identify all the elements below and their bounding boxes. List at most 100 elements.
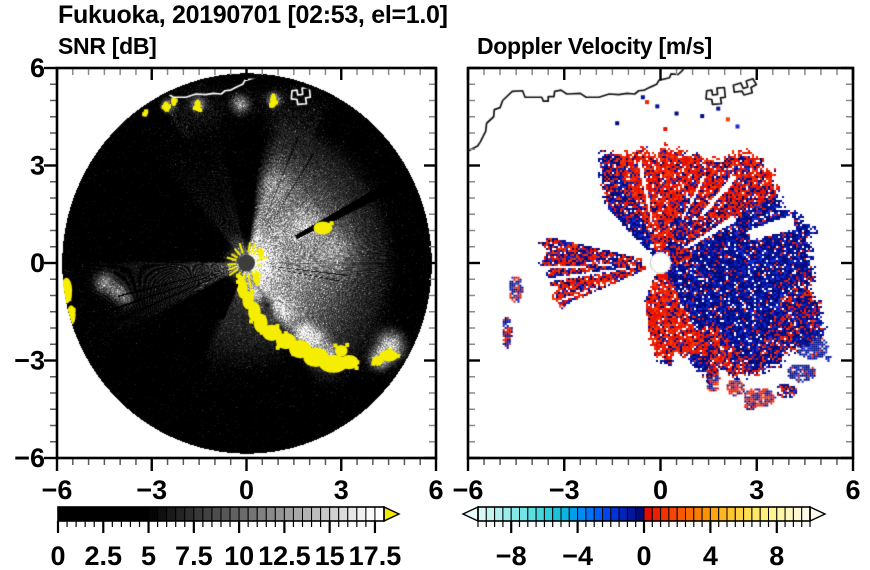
y-tick-label: 3 [30,151,45,181]
tick-group [466,66,855,471]
x-tick-label: 0 [653,475,668,505]
doppler-colorbar-cell [577,506,587,522]
snr-colorbar-cell [111,506,122,522]
doppler-colorbar-cell [726,506,736,522]
doppler-colorbar-cell [751,506,761,522]
doppler-colorbar-cell [784,506,794,522]
doppler-colorbar-cell [502,506,512,522]
doppler-colorbar-cell [510,506,521,522]
snr-colorbar-cell [139,506,150,522]
doppler-colorbar-cell [693,506,703,522]
snr-colorbar-cell [311,506,322,522]
doppler-colorbar-cell [668,506,678,522]
snr-panel-title: SNR [dB] [58,33,157,59]
doppler-colorbar-cell [759,506,770,522]
figure-title: Fukuoka, 20190701 [02:53, el=1.0] [58,1,448,29]
doppler-colorbar-label: 0 [636,541,651,570]
doppler-colorbar-cell [792,506,803,522]
snr-colorbar-cell [274,506,285,522]
snr-colorbar-cell [338,506,349,522]
doppler-colorbar-cell [602,506,612,522]
snr-colorbar-cell [120,506,131,522]
doppler-colorbar-cell [643,506,653,522]
snr-colorbar-cell [347,506,358,522]
snr-colorbar-cell [57,506,68,522]
x-tick-label: −6 [42,475,73,505]
doppler-colorbar-cell [768,506,778,522]
doppler-colorbar-cell [676,506,687,522]
doppler-colorbar-label: 8 [769,541,784,570]
doppler-colorbar-cell [568,506,579,522]
doppler-colorbar-cell [552,506,562,522]
doppler-colorbar-cell [743,506,753,522]
snr-colorbar-cell [247,506,258,522]
doppler-colorbar-cell [519,506,529,522]
doppler-colorbar-cell [527,506,537,522]
snr-colorbar-cell [265,506,276,522]
doppler-colorbar-label: −4 [562,541,593,570]
doppler-colorbar-cell [477,506,487,522]
snr-colorbar-cell [256,506,267,522]
snr-colorbar-cell [365,506,376,522]
snr-colorbar-cell [166,506,177,522]
snr-colorbar-cell [320,506,331,522]
snr-colorbar-cell [175,506,186,522]
snr-colorbar-cell [193,506,204,522]
doppler-colorbar-cell [485,506,496,522]
snr-colorbar-label: 2.5 [85,541,123,570]
x-tick-label: 3 [749,475,764,505]
x-tick-label: −6 [453,475,484,505]
snr-colorbar-label: 7.5 [175,541,213,570]
snr-colorbar-label: 0 [50,541,65,570]
snr-colorbar-cell [302,506,313,522]
snr-colorbar-cell [374,506,385,522]
snr-colorbar-overflow-arrow [383,505,401,523]
x-tick-label: −3 [549,475,580,505]
x-tick-label: 3 [334,475,349,505]
y-tick-label: −3 [14,346,45,376]
doppler-colorbar-cell [535,506,545,522]
doppler-ppi-image [468,68,853,458]
snr-colorbar-cell [356,506,367,522]
snr-colorbar-cell [211,506,222,522]
snr-colorbar-label: 12.5 [258,541,311,570]
doppler-colorbar-cell [718,506,728,522]
doppler-colorbar-cell [635,506,645,522]
snr-colorbar-label: 17.5 [349,541,402,570]
snr-colorbar-cell [202,506,213,522]
snr-colorbar-cell [93,506,104,522]
x-tick-label: 0 [239,475,254,505]
snr-colorbar-cell [229,506,240,522]
doppler-colorbar-overflow-arrow [809,505,827,523]
x-tick-label: 6 [845,475,860,505]
snr-colorbar-cell [283,506,294,522]
snr-colorbar-cell [66,506,77,522]
doppler-colorbar-cell [660,506,670,522]
doppler-colorbar-label: −8 [496,541,527,570]
doppler-colorbar-cell [560,506,570,522]
doppler-colorbar-cell [776,506,786,522]
doppler-colorbar-cell [651,506,662,522]
snr-colorbar-cell [157,506,168,522]
snr-colorbar-cell [84,506,95,522]
panel-frame [466,66,855,460]
doppler-colorbar-cell [626,506,637,522]
snr-colorbar-cell [238,506,249,522]
snr-colorbar-cell [129,506,140,522]
doppler-colorbar-cell [709,506,720,522]
snr-colorbar-label: 15 [315,541,345,570]
snr-colorbar-cell [184,506,195,522]
snr-colorbar-cell [148,506,159,522]
doppler-colorbar-cell [701,506,711,522]
doppler-colorbar-cell [801,506,811,522]
doppler-colorbar-label: 4 [703,541,718,570]
snr-colorbar-cell [220,506,231,522]
doppler-colorbar-cell [593,506,604,522]
snr-ppi-image [57,68,436,458]
doppler-colorbar-underflow-arrow [461,505,479,523]
x-tick-label: 6 [428,475,443,505]
x-tick-label: −3 [136,475,167,505]
doppler-colorbar-cell [734,506,745,522]
